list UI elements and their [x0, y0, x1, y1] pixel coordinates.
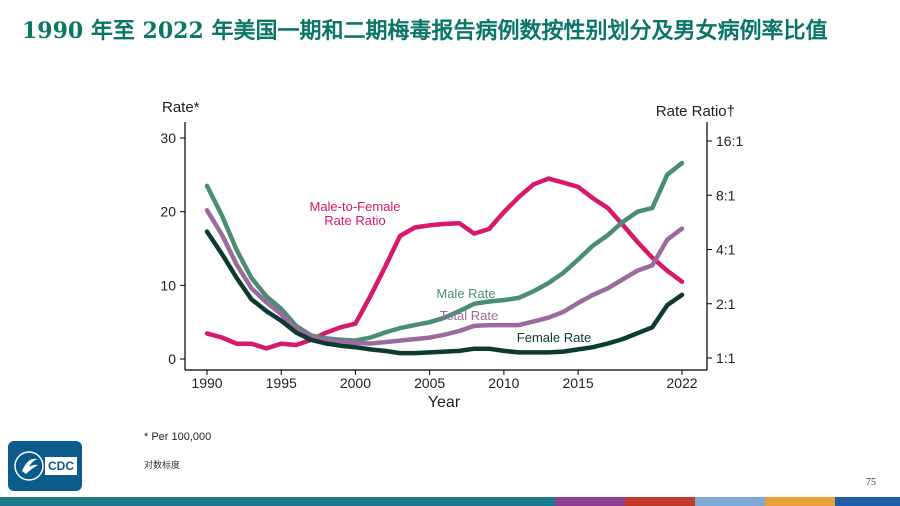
- x-tick-label: 2022: [666, 375, 697, 391]
- y-right-tick-label: 2:1: [716, 296, 736, 312]
- x-tick-label: 2000: [340, 375, 371, 391]
- series-label-female-rate: Female Rate: [517, 330, 591, 345]
- footnote-per-100000: * Per 100,000: [144, 431, 212, 443]
- cdc-logo: CDC: [8, 441, 82, 491]
- footnote-log-scale: 对数标度: [144, 460, 181, 470]
- bottom-bar-segment: [420, 497, 555, 506]
- y-left-axis-title: Rate*: [162, 99, 200, 116]
- bottom-bar-segment: [280, 497, 420, 506]
- bottom-bar-segment: [555, 497, 625, 506]
- series-line-male-to-female-rate-ratio: [204, 176, 685, 351]
- y-right-tick-label: 16:1: [716, 133, 743, 149]
- series-label-line: Male Rate: [436, 286, 495, 301]
- bottom-bar-segment: [835, 497, 900, 506]
- y-left-tick-label: 30: [160, 130, 176, 146]
- series-line-female-rate: [204, 229, 685, 356]
- y-left-tick-label: 0: [168, 351, 176, 367]
- x-tick-label: 2010: [488, 375, 519, 391]
- y-left-tick-label: 20: [160, 204, 176, 220]
- series-label-line: Rate Ratio: [324, 213, 385, 228]
- series-line-total-rate: [204, 207, 685, 346]
- series-line-male-rate: [204, 160, 685, 343]
- page-title: 1990 年至 2022 年美国一期和二期梅毒报告病例数按性别划分及男女病例率比…: [22, 18, 828, 44]
- x-tick-label: 2015: [563, 375, 594, 391]
- x-tick-label: 1990: [191, 375, 222, 391]
- y-right-tick-label: 4:1: [716, 242, 736, 258]
- series-label-line: Total Rate: [440, 308, 499, 323]
- hhs-eagle-icon: [14, 451, 44, 481]
- y-left-tick-label: 10: [160, 277, 176, 293]
- y-right-tick-label: 1:1: [716, 350, 736, 366]
- bottom-bar-segment: [140, 497, 280, 506]
- cdc-logo-text: CDC: [45, 457, 77, 475]
- bottom-bar-segment: [625, 497, 695, 506]
- slide-number: 75: [866, 477, 876, 488]
- series-label-male-to-female-rate-ratio: Male-to-Female Rate Ratio: [309, 199, 400, 228]
- series-label-male-rate: Male Rate: [436, 286, 495, 301]
- y-right-axis-title: Rate Ratio†: [656, 103, 735, 120]
- bottom-color-bar: [0, 497, 900, 506]
- bottom-bar-segment: [695, 497, 765, 506]
- series-label-line: Female Rate: [517, 330, 591, 345]
- y-right-tick-label: 8:1: [716, 187, 736, 203]
- x-axis-title: Year: [428, 394, 461, 411]
- bottom-bar-segment: [765, 497, 835, 506]
- bottom-bar-segment: [0, 497, 140, 506]
- x-tick-label: 2005: [414, 375, 445, 391]
- series-label-total-rate: Total Rate: [440, 308, 499, 323]
- series-label-line: Male-to-Female: [309, 199, 400, 214]
- x-tick-label: 1995: [266, 375, 297, 391]
